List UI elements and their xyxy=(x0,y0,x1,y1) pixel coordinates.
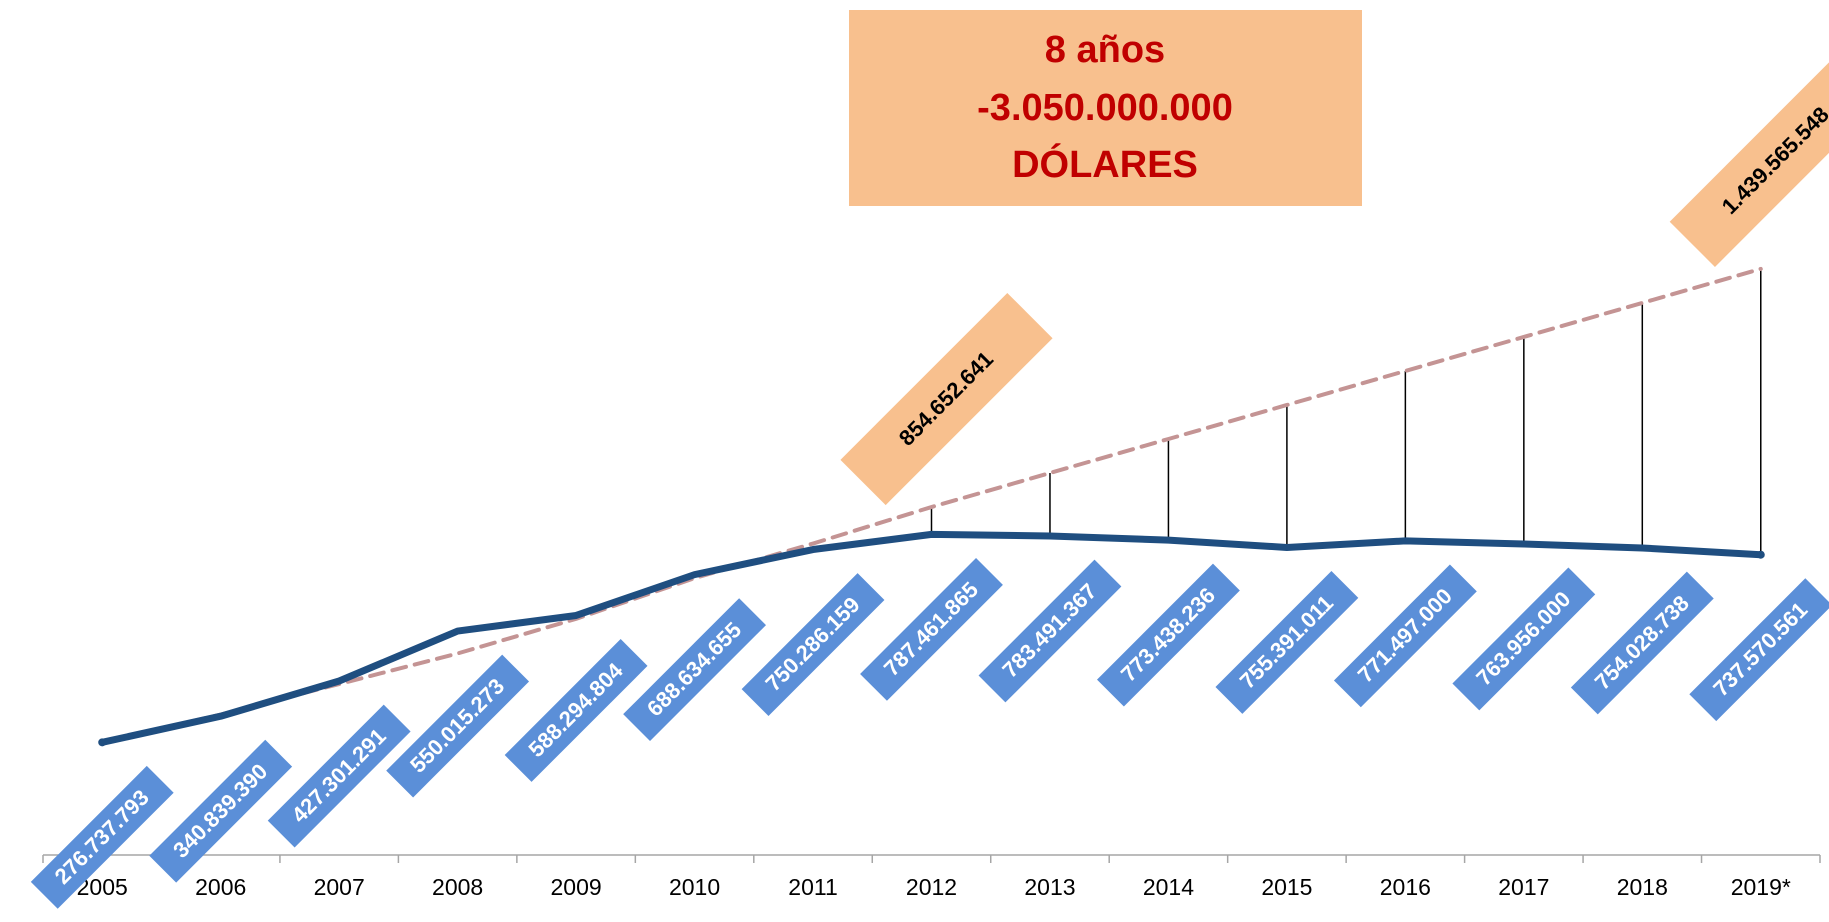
data-label-text: 688.634.655 xyxy=(642,617,746,721)
data-label: 787.461.865 xyxy=(860,557,1003,701)
x-tick-label: 2011 xyxy=(788,874,837,900)
data-label-text: 750.286.159 xyxy=(760,592,864,696)
data-label-text: 754.028.738 xyxy=(1590,590,1694,694)
data-label-box xyxy=(1689,578,1829,722)
data-label-box xyxy=(860,557,1003,701)
data-label-box xyxy=(30,765,174,909)
data-label-text: 787.461.865 xyxy=(879,577,983,681)
data-label-box xyxy=(504,639,648,782)
x-tick-label: 2007 xyxy=(314,874,365,900)
x-tick-label: 2006 xyxy=(195,874,246,900)
annotation-line: 8 años xyxy=(1045,29,1165,71)
data-label-text: 783.491.367 xyxy=(997,578,1101,682)
data-label-box xyxy=(1570,571,1714,715)
data-label-box xyxy=(267,704,411,848)
data-label-box xyxy=(623,598,766,742)
data-label-box xyxy=(386,654,530,798)
data-label-box xyxy=(1452,567,1596,711)
trend-label-box xyxy=(840,292,1053,506)
annotation-line: DÓLARES xyxy=(1012,142,1198,186)
data-label-text: 773.438.236 xyxy=(1116,583,1220,687)
trend-label-box xyxy=(1669,54,1829,267)
data-label-box xyxy=(149,739,293,883)
annotation-box xyxy=(849,10,1362,206)
data-label-box xyxy=(1333,564,1477,708)
data-label: 688.634.655 xyxy=(623,598,766,742)
x-tick-label: 2014 xyxy=(1143,874,1194,900)
data-label: 588.294.804 xyxy=(504,639,648,782)
data-label: 550.015.273 xyxy=(386,654,530,798)
x-tick-label: 2013 xyxy=(1024,874,1075,900)
end-point xyxy=(1756,550,1765,559)
data-label-text: 737.570.561 xyxy=(1708,597,1812,701)
x-tick-label: 2009 xyxy=(551,874,602,900)
data-label-box xyxy=(978,559,1122,703)
data-label-box xyxy=(1097,563,1240,707)
x-tick-label: 2012 xyxy=(906,874,957,900)
x-tick-label: 2010 xyxy=(669,874,720,900)
data-label: 427.301.291 xyxy=(267,704,411,848)
trend-line xyxy=(100,266,1763,745)
trend-label: 1.439.565.548 xyxy=(1669,54,1829,267)
data-label-text: 763.956.000 xyxy=(1471,586,1575,690)
x-tick-label: 2008 xyxy=(432,874,483,900)
x-tick-label: 2015 xyxy=(1261,874,1312,900)
x-tick-label: 2019* xyxy=(1731,874,1791,900)
data-label-text: 427.301.291 xyxy=(287,723,391,827)
end-point xyxy=(98,738,107,747)
annotation-line: -3.050.000.000 xyxy=(977,87,1233,129)
data-label-text: 340.839.390 xyxy=(168,759,272,863)
x-tick-label: 2018 xyxy=(1617,874,1668,900)
data-label-box xyxy=(1215,571,1359,714)
x-tick-label: 2016 xyxy=(1380,874,1431,900)
data-label-box xyxy=(741,573,885,716)
data-label-text: 755.391.011 xyxy=(1235,590,1338,693)
data-label: 750.286.159 xyxy=(741,573,885,716)
data-label: 340.839.390 xyxy=(149,739,293,883)
trend-label: 854.652.641 xyxy=(840,292,1053,506)
data-label-text: 550.015.273 xyxy=(405,673,509,777)
data-label-text: 588.294.804 xyxy=(524,657,629,762)
data-line xyxy=(98,530,1765,746)
data-label-text: 771.497.000 xyxy=(1353,583,1457,687)
x-tick-label: 2017 xyxy=(1498,874,1549,900)
